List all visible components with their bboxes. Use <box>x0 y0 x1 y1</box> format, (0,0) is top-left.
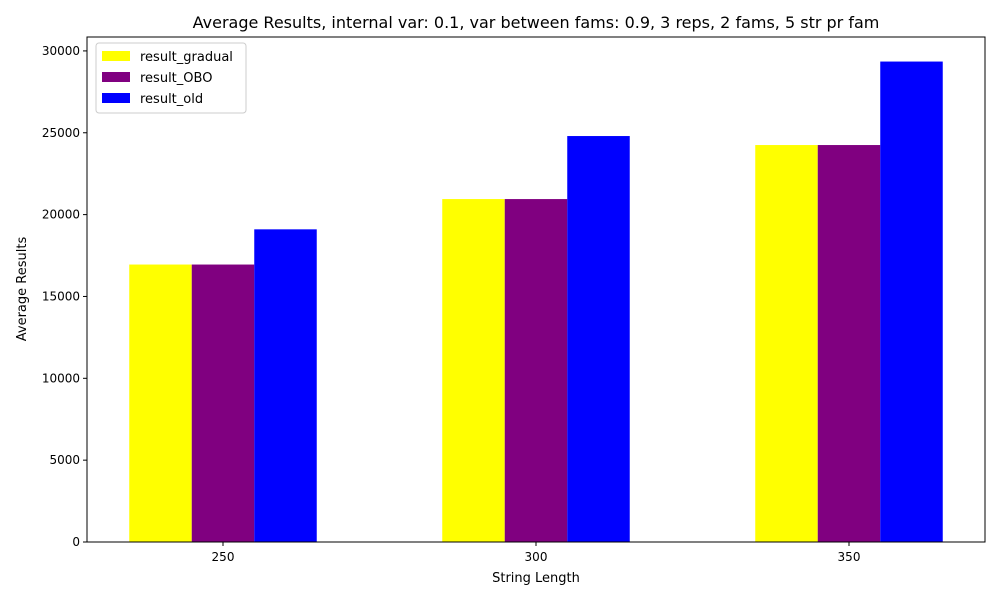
legend-label-result_OBO: result_OBO <box>140 71 212 86</box>
bar-result_old-350 <box>880 61 943 543</box>
y-tick-label-25000: 25000 <box>42 126 80 140</box>
y-tick-label-0: 0 <box>72 535 80 549</box>
y-tick-label-5000: 5000 <box>49 453 80 467</box>
x-tick-label-300: 300 <box>525 550 548 564</box>
legend-swatch-result_old <box>102 93 130 103</box>
legend-swatch-result_gradual <box>102 51 130 61</box>
legend: result_gradual result_OBO result_old <box>95 42 247 114</box>
bar-result_OBO-300 <box>504 199 568 542</box>
legend-swatch-result_OBO <box>102 72 130 82</box>
bar-result_old-300 <box>567 136 630 543</box>
y-tick-label-20000: 20000 <box>42 208 80 222</box>
bar-result_gradual-250 <box>129 264 192 542</box>
x-tick-label-350: 350 <box>838 550 861 564</box>
x-tick-label-250: 250 <box>212 550 235 564</box>
bar-result_gradual-300 <box>442 199 505 542</box>
bar-result_OBO-250 <box>191 264 255 542</box>
x-axis-label: String Length <box>492 571 580 586</box>
plot-area: 250 300 350 0 5000 10000 15000 20000 25000 30000 <box>42 36 986 564</box>
legend-label-result_old: result_old <box>140 92 203 107</box>
bar-result_OBO-350 <box>817 145 881 543</box>
legend-box <box>95 42 247 114</box>
y-tick-label-30000: 30000 <box>42 44 80 58</box>
y-tick-label-10000: 10000 <box>42 371 80 385</box>
y-tick-label-15000: 15000 <box>42 289 80 303</box>
bar-result_old-250 <box>254 229 317 542</box>
y-axis-label: Average Results <box>15 237 30 342</box>
chart-title: Average Results, internal var: 0.1, var … <box>193 13 880 32</box>
legend-label-result_gradual: result_gradual <box>140 50 233 65</box>
bar-result_gradual-350 <box>755 145 818 543</box>
axes-frame <box>86 36 986 543</box>
